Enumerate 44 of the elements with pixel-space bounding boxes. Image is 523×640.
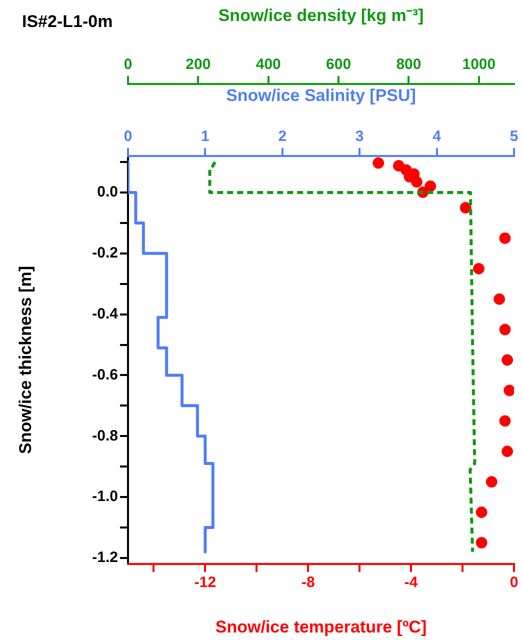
point bbox=[393, 160, 404, 172]
point bbox=[424, 180, 436, 192]
y-tick-label: -1.0 bbox=[92, 488, 118, 506]
point bbox=[372, 157, 384, 169]
x-axis-title: Snow/ice temperature [ºC] bbox=[215, 617, 427, 636]
point bbox=[499, 415, 511, 427]
point bbox=[504, 384, 514, 396]
point bbox=[476, 536, 488, 548]
point bbox=[460, 202, 472, 214]
x-tick-label: 200 bbox=[186, 56, 211, 74]
y-tick-label: -0.6 bbox=[92, 366, 118, 384]
x2-tick-label: 3 bbox=[355, 128, 364, 146]
x-tick-label: -8 bbox=[301, 574, 315, 592]
y-tick-label: 0.0 bbox=[97, 184, 118, 201]
x-tick-label: 0 bbox=[124, 56, 132, 74]
x-axis-title: Snow/ice density [kg m⁻³] bbox=[218, 6, 424, 25]
y-tick-label: -0.2 bbox=[92, 244, 118, 262]
x-tick-label: 800 bbox=[396, 56, 422, 74]
x-tick-label: 400 bbox=[256, 56, 281, 74]
x-tick-label: 0 bbox=[510, 574, 518, 592]
x2-tick-label: 0 bbox=[124, 128, 132, 146]
y-tick-label: -1.2 bbox=[92, 549, 118, 566]
x-tick-label: -4 bbox=[404, 574, 418, 592]
y-tick-label: -0.4 bbox=[92, 305, 119, 322]
x-tick-label: -12 bbox=[194, 574, 216, 592]
point bbox=[411, 176, 422, 188]
point bbox=[502, 354, 514, 366]
x2-tick-label: 5 bbox=[510, 128, 518, 146]
x-tick-label: 1000 bbox=[462, 56, 496, 74]
point bbox=[499, 324, 511, 336]
point bbox=[476, 506, 488, 518]
point bbox=[473, 262, 484, 274]
y-tick-label: -0.8 bbox=[92, 427, 118, 444]
x2-tick-label: 1 bbox=[201, 128, 210, 146]
point bbox=[486, 476, 498, 488]
x-tick-label: 600 bbox=[326, 56, 352, 74]
x2-tick-label: 2 bbox=[278, 128, 287, 146]
x2-axis-title: Snow/ice Salinity [PSU] bbox=[226, 86, 416, 105]
chart-title: IS#2-L1-0m bbox=[22, 12, 113, 32]
x2-tick-label: 4 bbox=[432, 128, 442, 146]
y-axis-title: Snow/ice thickness [m] bbox=[16, 266, 35, 454]
point bbox=[499, 232, 511, 244]
point bbox=[494, 293, 506, 305]
point bbox=[502, 446, 514, 458]
